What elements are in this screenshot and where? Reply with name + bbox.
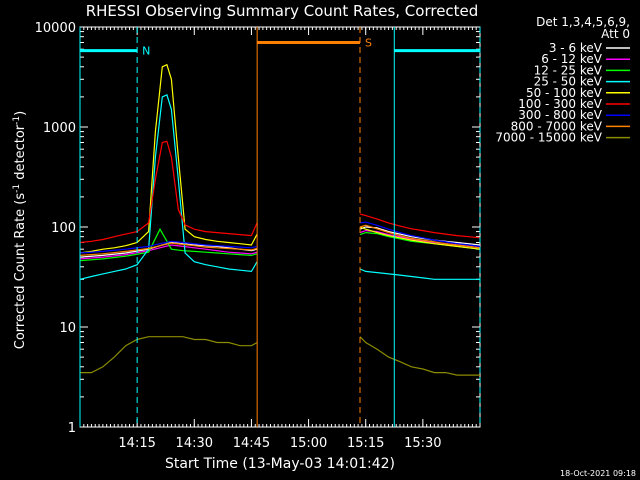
- series-line-7: [79, 242, 258, 256]
- y-tick-label: 10: [59, 321, 76, 336]
- series-line-5: [359, 213, 481, 239]
- y-axis-label-sup2: -1: [12, 116, 22, 125]
- flag-label: N: [142, 45, 150, 58]
- legend-entry-label: 3 - 6 keV: [549, 41, 603, 55]
- legend-entry-label: 300 - 800 keV: [518, 108, 602, 122]
- x-tick-label: 15:00: [290, 436, 327, 451]
- series-line-7: [359, 224, 481, 249]
- legend-entry-label: 50 - 100 keV: [526, 86, 603, 100]
- legend-entry-label: 7000 - 15000 keV: [495, 131, 602, 145]
- x-tick-label: 14:15: [118, 436, 155, 451]
- y-axis-label-end: ): [13, 111, 28, 116]
- plot-area: 1 10 100 1000 10000 14:15 14:30 14:45 15:00 15:15…: [35, 21, 481, 451]
- series-line-1: [79, 244, 258, 260]
- series-line-4: [359, 226, 481, 250]
- series-line-4: [79, 63, 258, 254]
- legend-entry-label: 100 - 300 keV: [518, 97, 602, 111]
- x-tick-label: 15:15: [347, 436, 384, 451]
- flag-label: S: [365, 36, 372, 49]
- series-line-5: [79, 140, 258, 244]
- series-line-8: [80, 336, 258, 374]
- legend-entry-label: 6 - 12 keV: [541, 52, 603, 66]
- series-line-3: [359, 268, 480, 280]
- y-axis-label-sup1: -1: [12, 184, 22, 193]
- x-tick-label: 14:30: [176, 436, 213, 451]
- series-line-6: [79, 240, 258, 254]
- timestamp: 18-Oct-2021 09:18: [560, 469, 636, 478]
- x-tick-label: 14:45: [233, 436, 270, 451]
- series-line-3: [79, 93, 258, 280]
- plot-frame: [79, 26, 481, 428]
- y-tick-label: 1000: [43, 121, 76, 136]
- series-line-6: [359, 221, 481, 247]
- legend-entry-label: 800 - 7000 keV: [511, 119, 603, 133]
- x-axis-label: Start Time (13-May-03 14:01:42): [165, 456, 395, 472]
- legend-header-line-2: Att 0: [601, 27, 630, 41]
- y-axis-label-mid: detector: [13, 124, 28, 184]
- y-axis-label-main: Corrected Count Rate (s: [13, 193, 28, 350]
- legend-entry-label: 25 - 50 keV: [534, 75, 603, 89]
- legend-entry-label: 12 - 25 keV: [534, 63, 603, 77]
- series-line-2: [79, 227, 258, 262]
- legend-header-line-1: Det 1,3,4,5,6,9,: [536, 15, 630, 29]
- y-tick-label: 10000: [35, 21, 76, 36]
- y-axis-label: Corrected Count Rate (s-1 detector-1): [12, 111, 28, 349]
- chart-title: RHESSI Observing Summary Count Rates, Co…: [86, 2, 479, 20]
- y-tick-label: 100: [51, 221, 76, 236]
- x-tick-label: 15:30: [404, 436, 441, 451]
- y-tick-label: 1: [68, 421, 76, 436]
- series-line-8: [359, 336, 480, 376]
